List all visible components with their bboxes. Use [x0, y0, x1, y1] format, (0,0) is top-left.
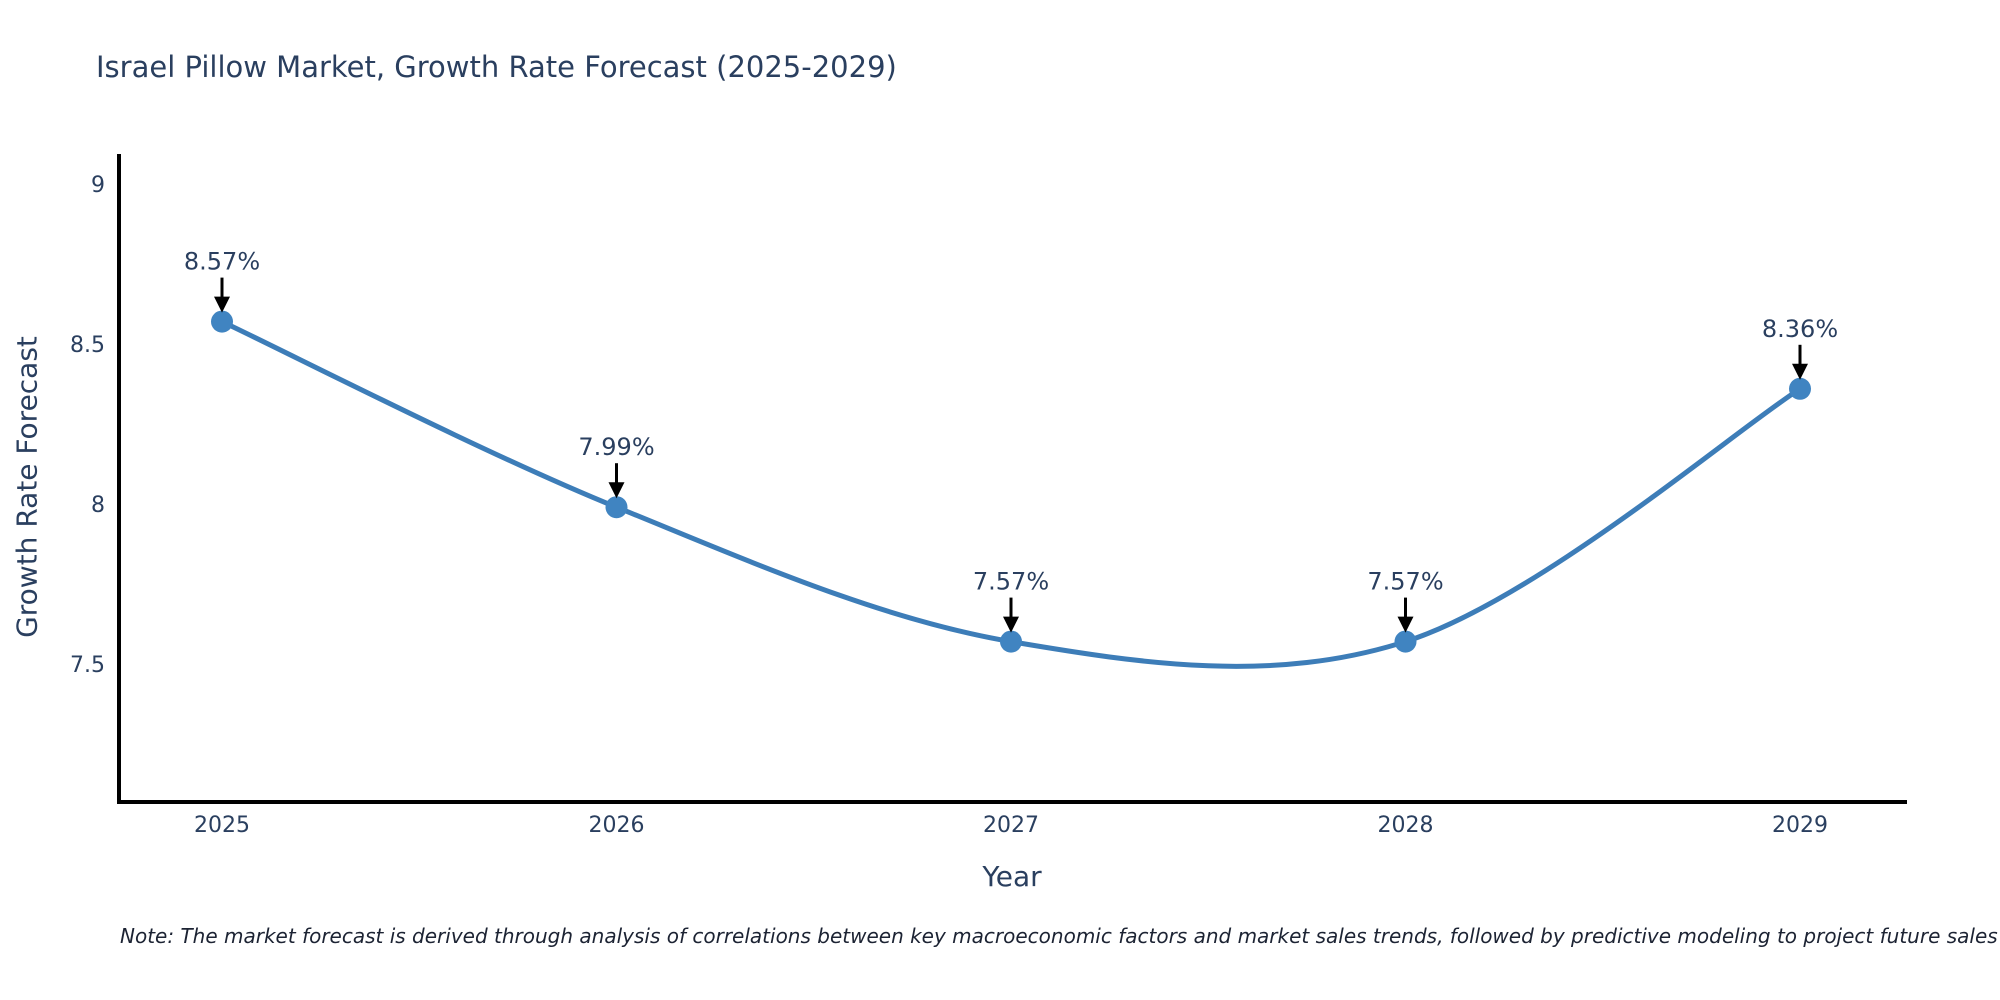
annotation-arrowhead: [214, 296, 230, 313]
y-tick-label-7.5: 7.5: [70, 653, 105, 678]
data-point-marker-2026: [605, 496, 628, 519]
data-point-marker-2028: [1394, 630, 1417, 653]
data-point-marker-2027: [1000, 630, 1022, 653]
data-point-marker-2029: [1789, 377, 1811, 400]
data-point-label: 8.36%: [1762, 315, 1838, 343]
x-tick-label-2027: 2027: [983, 813, 1039, 838]
x-tick-label-2025: 2025: [194, 813, 250, 838]
data-point-marker-2025: [211, 310, 233, 333]
y-tick-label-9: 9: [91, 173, 105, 198]
footnote: Note: The market forecast is derived thr…: [120, 924, 1998, 948]
axis-lines: [117, 154, 1907, 804]
y-tick-label-8.5: 8.5: [70, 333, 105, 358]
chart-title: Israel Pillow Market, Growth Rate Foreca…: [96, 50, 897, 84]
data-point-label: 7.57%: [1367, 568, 1443, 596]
data-point-label: 8.57%: [184, 248, 260, 276]
annotation-arrowhead: [1792, 363, 1808, 380]
x-tick-label-2028: 2028: [1378, 813, 1434, 838]
x-tick-label-2029: 2029: [1772, 813, 1828, 838]
x-tick-label-2026: 2026: [589, 813, 645, 838]
annotation-arrowhead: [1397, 616, 1414, 633]
annotation-arrowhead: [1003, 616, 1019, 633]
y-tick-label-8: 8: [91, 493, 105, 518]
annotation-arrowhead: [608, 482, 625, 499]
data-point-label: 7.57%: [973, 568, 1049, 596]
data-point-label: 7.99%: [578, 433, 654, 461]
x-axis-title: Year: [982, 860, 1042, 893]
